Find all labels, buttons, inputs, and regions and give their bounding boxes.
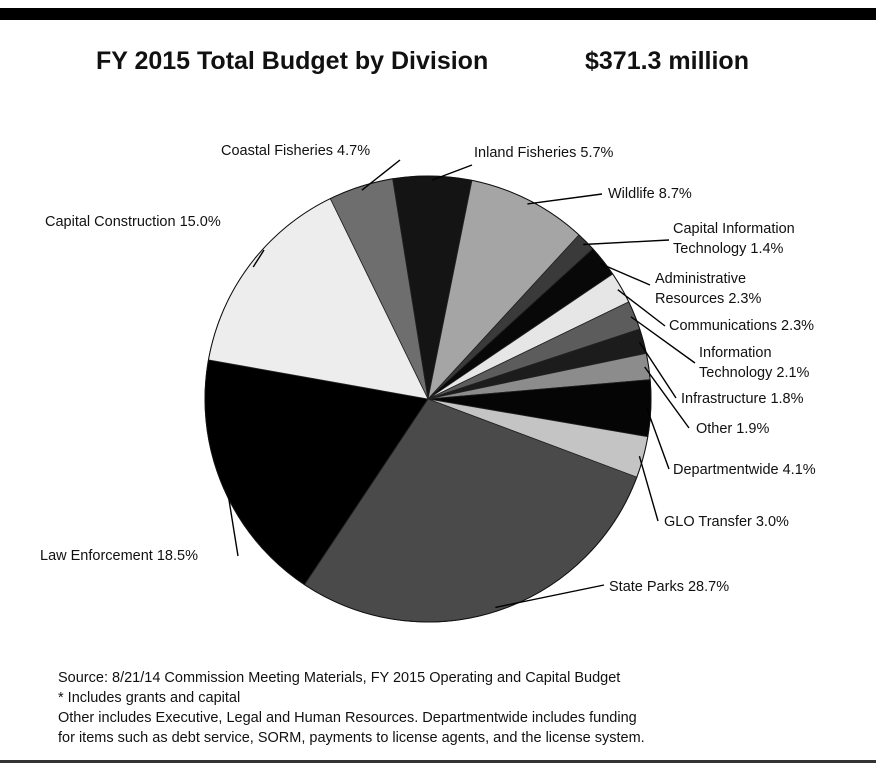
slice-label-departmentwide: Departmentwide 4.1% (673, 462, 816, 478)
slice-label-inland-fisheries: Inland Fisheries 5.7% (474, 145, 614, 161)
footnotes: Source: 8/21/14 Commission Meeting Mater… (58, 668, 848, 748)
pie-chart: Coastal Fisheries 4.7% Inland Fisheries 5… (40, 143, 816, 623)
top-border-bar (0, 8, 876, 20)
asterisk-note: * Includes grants and capital (58, 690, 241, 706)
chart-title: FY 2015 Total Budget by Division (96, 47, 489, 75)
other-note-line-1: Other includes Executive, Legal and Huma… (58, 710, 637, 726)
slice-label-capital-construction: Capital Construction 15.0% (45, 214, 221, 230)
leader-line-information-technology (630, 316, 696, 364)
slice-label-infrastructure: Infrastructure 1.8% (681, 391, 804, 407)
slice-label-coastal-fisheries: Coastal Fisheries 4.7% (221, 143, 370, 159)
leader-line-wildlife (527, 193, 603, 205)
leader-line-glo-transfer (638, 456, 659, 522)
slice-label-information-technology: Information Technology 2.1% (699, 345, 810, 381)
slice-label-state-parks: State Parks 28.7% (609, 579, 729, 595)
leader-line-capital-information-technology (583, 239, 670, 246)
leader-line-inland-fisheries (432, 164, 473, 181)
slice-label-glo-transfer: GLO Transfer 3.0% (664, 514, 789, 530)
slice-label-other: Other 1.9% (696, 421, 769, 437)
leader-line-state-parks (495, 584, 605, 609)
leader-line-capital-construction (252, 249, 265, 268)
pie-outline (204, 175, 652, 623)
slice-label-capital-information-technology: Capital Information Technology 1.4% (673, 221, 795, 257)
leader-line-infrastructure (638, 341, 677, 399)
leader-lines (225, 159, 696, 609)
leader-line-administrative-resources (599, 262, 651, 286)
source-note: Source: 8/21/14 Commission Meeting Mater… (58, 670, 621, 686)
slice-label-communications: Communications 2.3% (669, 318, 814, 334)
total-amount: $371.3 million (585, 47, 749, 75)
slice-label-law-enforcement: Law Enforcement 18.5% (40, 548, 198, 564)
leader-line-law-enforcement (225, 484, 239, 557)
leader-line-communications (617, 289, 666, 327)
slice-label-wildlife: Wildlife 8.7% (608, 186, 692, 202)
pie-slices (204, 175, 652, 623)
bottom-border (0, 760, 876, 763)
leader-line-coastal-fisheries (361, 159, 401, 191)
leader-line-departmentwide (646, 407, 670, 470)
slice-labels: Coastal Fisheries 4.7% Inland Fisheries 5… (40, 143, 816, 595)
slice-label-administrative-resources: Administrative Resources 2.3% (655, 271, 761, 307)
leader-line-other (644, 366, 690, 429)
other-note-line-2: for items such as debt service, SORM, pa… (58, 730, 645, 746)
